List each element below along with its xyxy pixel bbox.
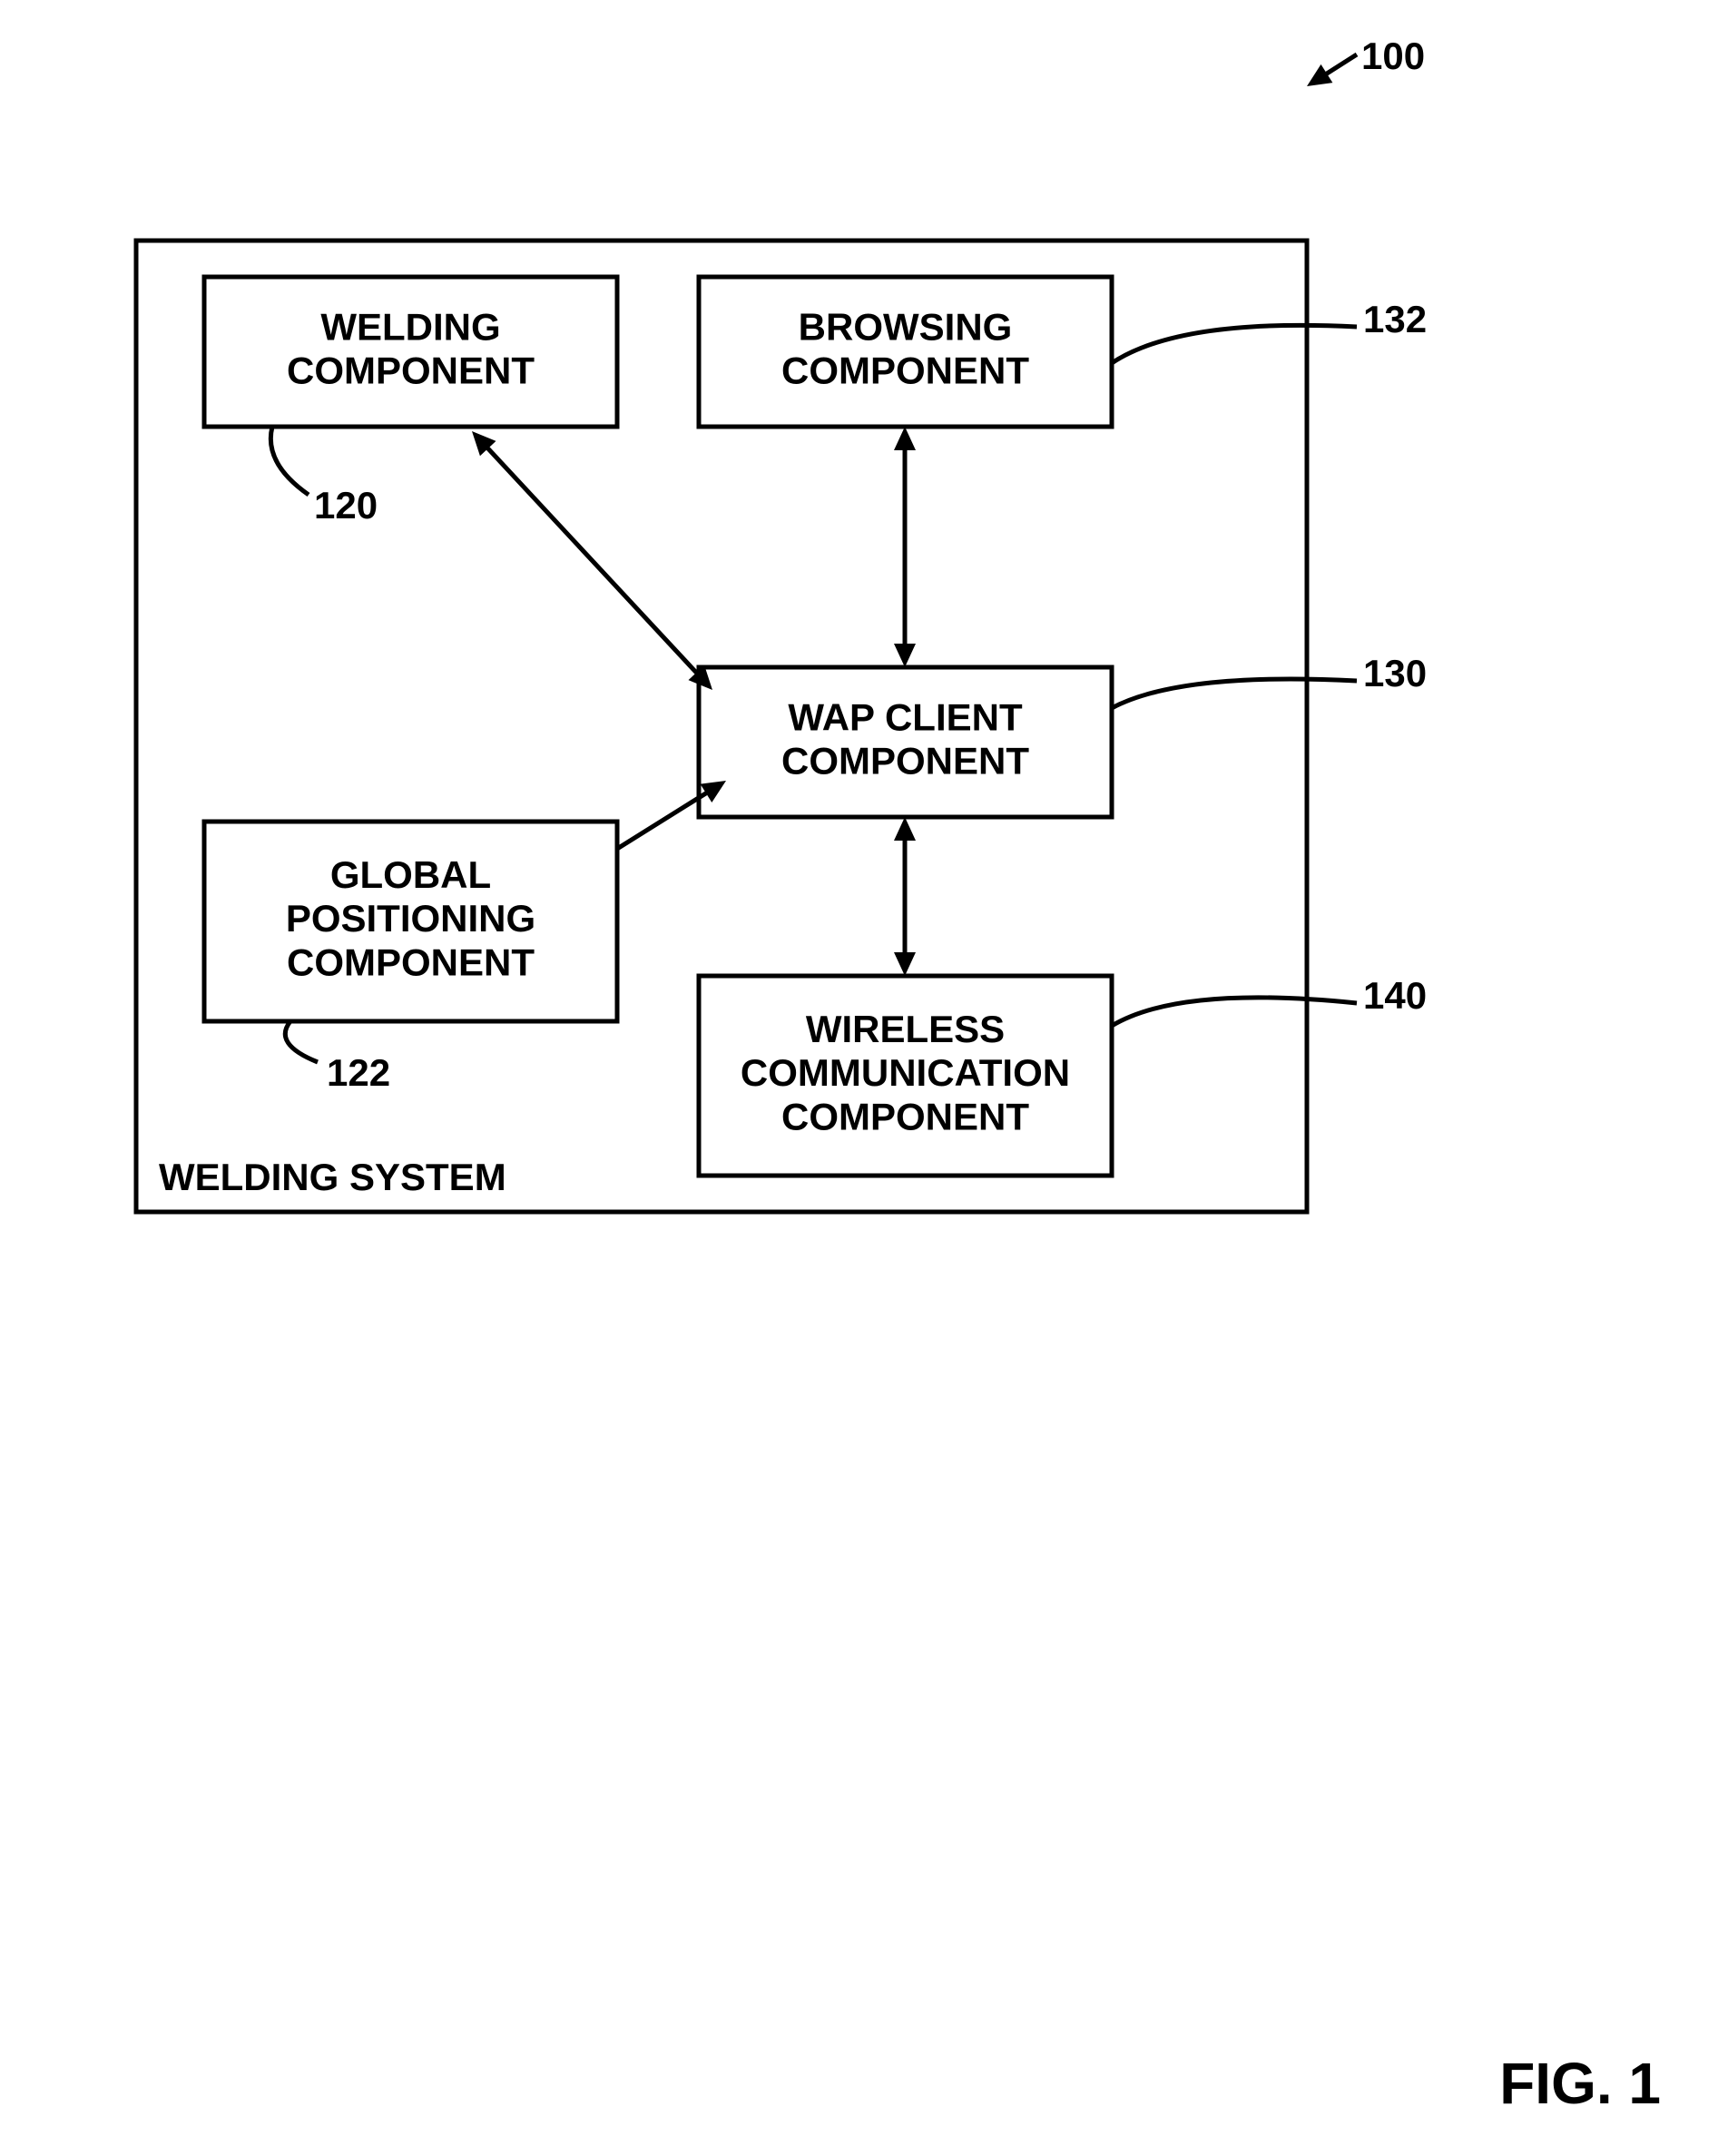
ref-100: 100 (1361, 34, 1425, 77)
wap-label-line: COMPONENT (781, 740, 1029, 783)
gps-label-line: POSITIONING (286, 897, 535, 940)
ref140: 140 (1363, 974, 1427, 1017)
wireless-label-line: COMPONENT (781, 1095, 1029, 1137)
welding-system-label: WELDING SYSTEM (159, 1156, 506, 1198)
ref122: 122 (327, 1051, 390, 1094)
ref132: 132 (1363, 298, 1427, 340)
wireless-label-line: COMMUNICATION (741, 1051, 1070, 1094)
ref120: 120 (314, 484, 378, 527)
browsing-label-line: COMPONENT (781, 349, 1029, 392)
wap-label-line: WAP CLIENT (788, 695, 1023, 738)
browsing-label-line: BROWSING (799, 305, 1013, 348)
ref130: 130 (1363, 652, 1427, 694)
gps-label-line: COMPONENT (287, 940, 535, 983)
welding-label-line: WELDING (320, 305, 500, 348)
gps-label-line: GLOBAL (330, 853, 491, 896)
figure-label: FIG. 1 (1499, 2051, 1661, 2116)
welding-label-line: COMPONENT (287, 349, 535, 392)
wireless-label-line: WIRELESS (806, 1008, 1005, 1050)
